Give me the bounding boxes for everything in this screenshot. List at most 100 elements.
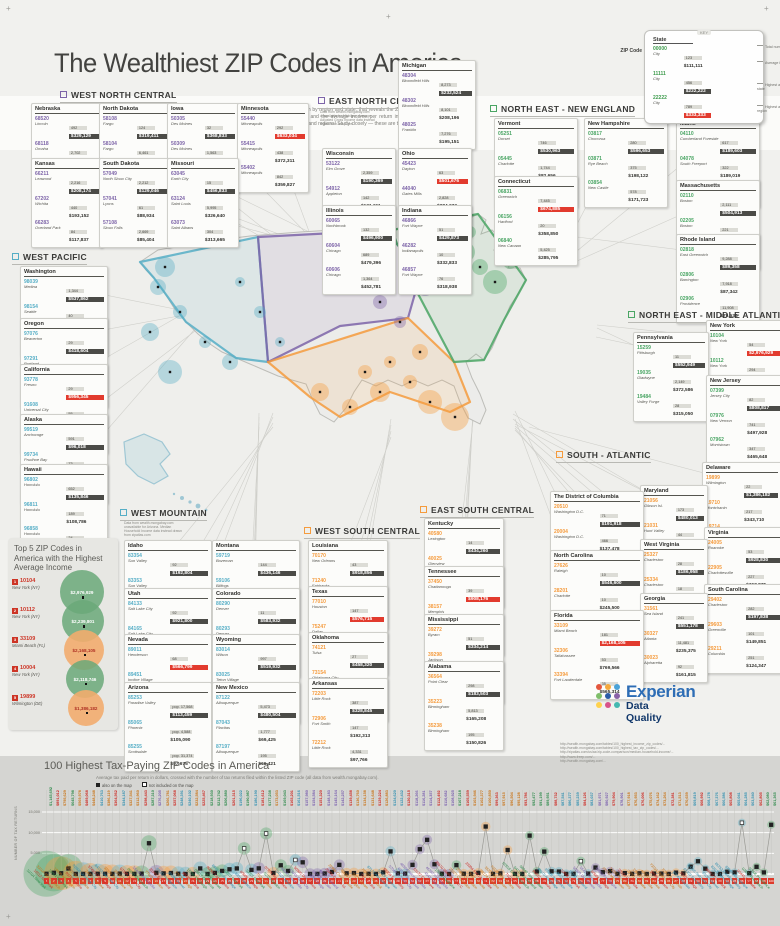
point-on-map-marker <box>732 870 737 875</box>
tax-chart: 100 Highest Tax-Paying ZIP Codes in Amer… <box>0 756 780 926</box>
zip-entry: 25327 Charleston 28 $186,958 <box>644 552 704 575</box>
rank-number: 29 <box>248 878 255 884</box>
tax-amount-label: $206,880 <box>224 790 229 806</box>
rank-number: 7 <box>87 878 94 884</box>
average-income: $222,222 <box>683 88 711 94</box>
tax-amount-label: $173,053 <box>275 790 280 806</box>
city-name: Lincoln <box>35 121 48 126</box>
average-income: $193,152 <box>68 213 89 219</box>
zip-code: 55402 <box>241 165 255 171</box>
average-income: $198,122 <box>628 173 649 179</box>
average-income: $465,648 <box>747 455 768 460</box>
city-name: Lexington <box>428 536 446 541</box>
rank-number: 5 <box>72 878 79 884</box>
map-point-marker <box>238 280 242 284</box>
point-on-map-marker <box>58 871 64 876</box>
average-income: $232,524 <box>439 91 472 96</box>
tax-amount-label: $448,248 <box>92 790 97 806</box>
zip-entry: 35238 Birmingham 195 $150,826 <box>428 723 500 746</box>
zip-code: 22222 <box>653 95 667 101</box>
average-income: $235,375 <box>675 648 696 654</box>
map-key-panel: KEY State 00000 City 123 $111,111 11111 City 4… <box>600 26 780 124</box>
zip-code: 46866 <box>402 218 416 224</box>
rank-number: 16 <box>153 878 160 884</box>
page-title: The Wealthiest ZIP Codes in America <box>54 48 463 79</box>
region-bullet-icon <box>556 451 563 458</box>
average-income: $190,369 <box>360 179 392 184</box>
rank-number: 68 <box>534 878 540 884</box>
top5-city: New York (NY) <box>12 672 40 677</box>
tax-amount-label: $85,239 <box>575 792 580 806</box>
tax-returns-count: 2,702 <box>68 150 87 155</box>
top5-city: New York (NY) <box>12 614 40 619</box>
point-on-map-marker <box>659 871 664 876</box>
city-name: Dorset <box>498 136 510 141</box>
zip-entry: 96802 Honolulu 652 $135,846 <box>24 477 104 500</box>
tax-amount-label: $83,037 <box>590 792 595 806</box>
logo-dot-icon <box>605 702 611 708</box>
zip-entry: 05251 Dorset 746 $530,963 <box>498 131 574 154</box>
tax-amount-label: $569,978 <box>77 790 82 806</box>
zip-code: 05251 <box>498 131 512 137</box>
tax-amount-label: $891,012 <box>55 790 60 806</box>
tax-amount-label: $67,376 <box>714 792 719 806</box>
region-title: WEST NORTH CENTRAL <box>71 90 177 100</box>
city-name: Fort Wayne <box>402 223 423 228</box>
point-on-map-marker <box>564 871 569 877</box>
zip-code: 07962 <box>710 437 724 443</box>
zip-entry: 02906 Providence 11,908 $79,536 <box>680 296 756 319</box>
average-income: $97,766 <box>350 758 368 763</box>
state-name: Georgia <box>644 596 704 604</box>
rank-number: 72 <box>563 878 570 884</box>
tax-amount-label: $92,477 <box>531 792 536 806</box>
average-income: $117,837 <box>68 238 89 243</box>
zip-entry: 68520 Lincoln 492 $329,129 <box>35 116 99 139</box>
zip-code: 59106 <box>216 577 230 584</box>
rank-number: 56 <box>446 878 452 884</box>
registration-mark: + <box>6 4 11 13</box>
zip-code: 55415 <box>241 140 255 147</box>
city-name: Barrington <box>680 276 699 282</box>
tax-amount-label: $248,391 <box>180 790 185 806</box>
point-on-map-marker <box>695 859 701 864</box>
tax-returns-count: 617 <box>720 141 739 145</box>
zip-code: 68520 <box>35 116 49 122</box>
tax-amount-label: $69,819 <box>692 792 697 806</box>
city-name: Point Clear <box>428 679 448 684</box>
top5-city: Miami Beach (FL) <box>12 643 46 648</box>
tax-returns-count: pop. 17,568 <box>170 705 195 709</box>
tax-returns-count: 492 <box>68 126 87 130</box>
tax-amount-label: $78,901 <box>619 792 624 806</box>
rank-number: 42 <box>343 878 350 884</box>
city-name: Rye Beach <box>588 160 608 166</box>
rank-number: 78 <box>607 878 613 884</box>
point-on-map-marker <box>102 871 108 876</box>
rank-number: 34 <box>285 878 291 884</box>
zip-entry: 30327 Atlanta 11,481 $235,375 <box>644 631 704 654</box>
chart-band <box>0 756 780 926</box>
rank-number: 43 <box>351 878 357 884</box>
city-name: Raleigh <box>554 568 568 573</box>
city-name: Fort Lauderdale <box>554 677 583 682</box>
rank-number: 26 <box>226 878 233 884</box>
zip-code: 10104 <box>710 333 724 339</box>
zip-entry: 11111 City 456 $222,222 <box>653 71 711 94</box>
logo-dot-icon <box>596 702 602 708</box>
zip-entry: 98039 Medina 1,344 $537,862 <box>24 279 104 302</box>
average-income: $576,715 <box>350 617 384 622</box>
average-income: $85,404 <box>136 238 155 243</box>
rank-number: 77 <box>599 878 606 884</box>
rank-number: 36 <box>299 878 306 884</box>
city-name: Salt Lake City <box>128 630 153 636</box>
zip-entry: 20004 Washington D.C. 466 $137,478 <box>554 529 640 552</box>
city-name: East Greenwich <box>680 252 709 257</box>
zip-code: 33109 <box>554 623 568 629</box>
tax-returns-count: 82 <box>747 398 766 402</box>
state-name: The District of Columbia <box>554 494 640 502</box>
zip-code: 20004 <box>554 528 568 535</box>
rank-number: 4 <box>65 878 72 884</box>
city-name: New Vernon <box>710 417 732 423</box>
zip-code: 58108 <box>103 116 117 122</box>
rank-number: 85 <box>658 878 665 884</box>
